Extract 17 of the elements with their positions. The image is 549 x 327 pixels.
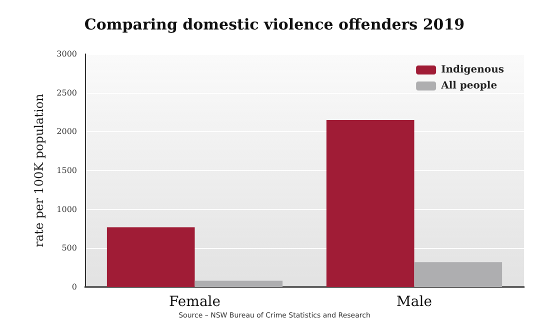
- x-tick-label: Male: [396, 294, 432, 310]
- legend-label: Indigenous: [441, 64, 504, 76]
- bar: [414, 262, 502, 287]
- bar: [326, 120, 414, 287]
- bar: [106, 227, 195, 287]
- y-tick-label: 2500: [56, 88, 77, 98]
- y-tick-label: 1000: [56, 204, 77, 214]
- y-tick-label: 500: [62, 244, 77, 253]
- y-tick-label: 0: [72, 282, 77, 292]
- y-tick-label: 1500: [56, 166, 77, 175]
- y-tick-label: 2000: [56, 127, 77, 136]
- y-tick-label: 3000: [56, 50, 77, 58]
- chart-title: Comparing domestic violence offenders 2019: [84, 16, 465, 34]
- x-tick-label: Female: [168, 294, 221, 310]
- bar: [194, 280, 283, 287]
- y-axis-title: rate per 100K population: [32, 93, 46, 248]
- legend-label: All people: [440, 80, 498, 92]
